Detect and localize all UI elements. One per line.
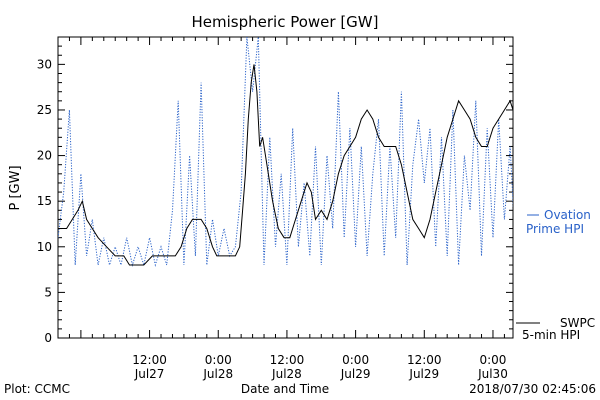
plot-frame bbox=[57, 36, 514, 339]
y-tick-label: 15 bbox=[37, 194, 52, 208]
legend-label-swpc-2: 5-min HPI bbox=[522, 328, 580, 342]
x-tick-label-date: Jul28 bbox=[202, 367, 233, 381]
y-tick-label: 30 bbox=[37, 57, 52, 71]
x-tick-label-time: 12:00 bbox=[407, 353, 442, 367]
legend-swpc: SWPC 5-min HPI bbox=[516, 316, 595, 342]
legend-label-swpc-1: SWPC bbox=[560, 316, 595, 330]
plot-area bbox=[58, 37, 513, 267]
y-axis-label-group: P [GW] bbox=[8, 165, 23, 210]
y-tick-label: 25 bbox=[37, 103, 52, 117]
series-line-ovation-prime-hpi bbox=[58, 37, 513, 267]
x-tick-label-date: Jul28 bbox=[271, 367, 302, 381]
x-tick-label-time: 0:00 bbox=[205, 353, 232, 367]
y-tick-label: 5 bbox=[44, 285, 52, 299]
y-axis-ticks: 0 5 10 15 20 25 30 bbox=[37, 36, 513, 345]
x-tick-label-time: 0:00 bbox=[479, 353, 506, 367]
chart-title: Hemispheric Power [GW] bbox=[192, 13, 379, 31]
x-tick-label-date: Jul29 bbox=[340, 367, 371, 381]
legend-label-ovation-2: Prime HPI bbox=[526, 222, 584, 236]
y-tick-label: 10 bbox=[37, 240, 52, 254]
x-axis-label: Date and Time bbox=[241, 382, 329, 396]
y-tick-label: 0 bbox=[44, 331, 52, 345]
x-tick-label-time: 12:00 bbox=[132, 353, 167, 367]
x-tick-label-time: 0:00 bbox=[342, 353, 369, 367]
x-tick-label-date: Jul29 bbox=[408, 367, 439, 381]
x-axis-ticks: 12:00Jul270:00Jul2812:00Jul280:00Jul2912… bbox=[57, 37, 508, 381]
x-tick-label-date: Jul30 bbox=[477, 367, 508, 381]
x-tick-label-time: 12:00 bbox=[270, 353, 305, 367]
footer-plot-credit: Plot: CCMC bbox=[4, 382, 70, 396]
y-tick-label: 20 bbox=[37, 149, 52, 163]
x-tick-label-date: Jul27 bbox=[134, 367, 165, 381]
series-line-swpc-5-min-hpi bbox=[58, 64, 513, 266]
legend-ovation: Ovation Prime HPI bbox=[526, 208, 591, 236]
legend-label-ovation-1: Ovation bbox=[544, 208, 591, 222]
y-axis-label: P [GW] bbox=[8, 165, 23, 210]
footer-timestamp: 2018/07/30 02:45:06 bbox=[469, 382, 596, 396]
